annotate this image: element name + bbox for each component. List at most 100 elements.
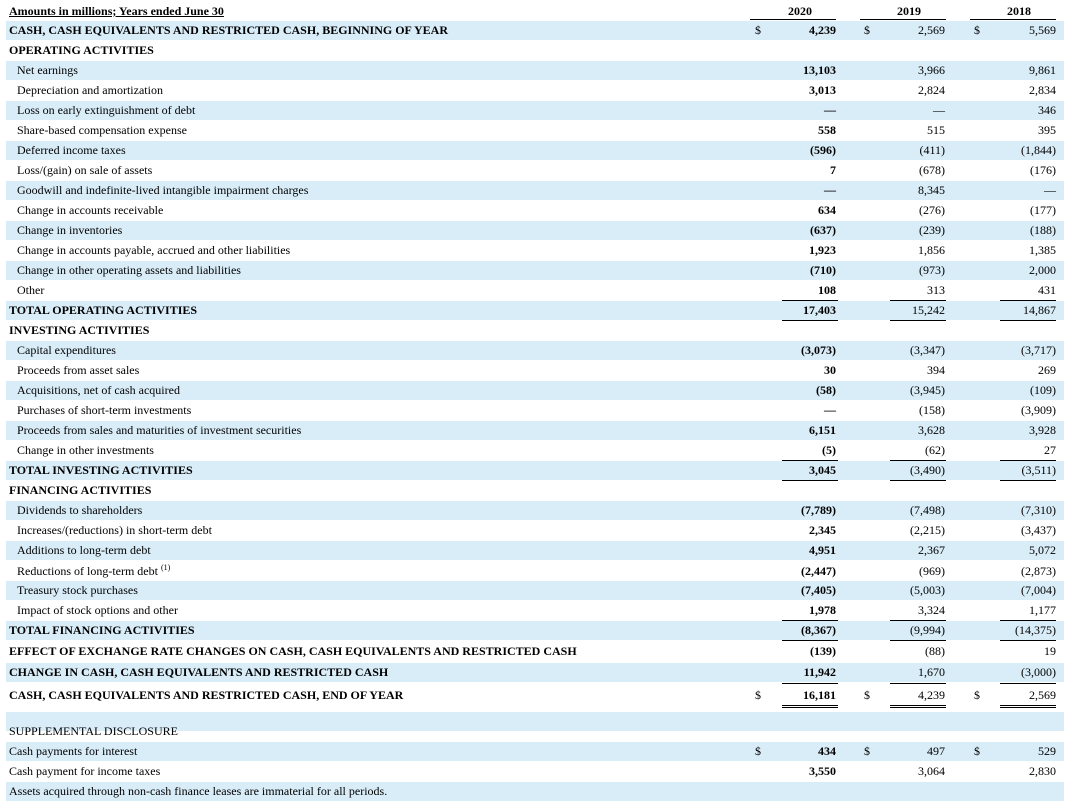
value-2018: (7,004) [1021, 583, 1056, 597]
row-label-text: Additions to long-term debt [17, 543, 151, 557]
row-label-text: Change in other operating assets and lia… [17, 263, 241, 277]
row-label: Reductions of long-term debt (1) [17, 562, 170, 581]
row-label: FINANCING ACTIVITIES [9, 481, 151, 500]
value-2019: 2,367 [918, 543, 945, 557]
row-label-text: TOTAL INVESTING ACTIVITIES [9, 463, 193, 477]
table-row: OPERATING ACTIVITIES [6, 41, 1064, 60]
value-2019: 497 [927, 744, 945, 758]
value-2019: — [933, 103, 945, 117]
row-label: Other [17, 281, 44, 300]
table-row: TOTAL OPERATING ACTIVITIES 17,403 15,242 14… [6, 301, 1064, 320]
row-label: Impact of stock options and other [17, 601, 178, 620]
value-2018: 5,072 [1029, 543, 1056, 557]
value-2019: (3,945) [910, 383, 945, 397]
row-label-text: Net earnings [17, 63, 78, 77]
value-2020: (7,405) [801, 583, 836, 597]
row-label-text: Increases/(reductions) in short-term deb… [17, 523, 212, 537]
row-label: Capital expenditures [17, 341, 116, 360]
table-row: Cash payments for interest $ $ $434 497 529 [6, 742, 1064, 761]
value-2018: 529 [1038, 744, 1056, 758]
subtotal-rule [890, 705, 946, 708]
row-label-text: Loss/(gain) on sale of assets [17, 163, 153, 177]
value-2019: (678) [919, 163, 945, 177]
value-2020: 3,550 [809, 764, 836, 778]
value-2019: 3,628 [918, 423, 945, 437]
subtotal-rule [890, 320, 946, 321]
value-2020: 1,923 [809, 243, 836, 257]
row-label: OPERATING ACTIVITIES [9, 41, 154, 60]
value-2019: (88) [925, 644, 945, 658]
value-2020: 4,951 [809, 543, 836, 557]
value-2020: (139) [810, 644, 836, 658]
row-label: Share-based compensation expense [17, 121, 187, 140]
value-2020: 108 [818, 283, 836, 297]
currency-symbol: $ [755, 688, 761, 702]
row-label-text: Change in other investments [17, 443, 154, 457]
value-2020: (637) [810, 223, 836, 237]
row-label-text: Change in accounts receivable [17, 203, 164, 217]
value-2020: (596) [810, 143, 836, 157]
subtotal-rule [782, 640, 838, 641]
table-row: Deferred income taxes (596) (411) (1,844) [6, 141, 1064, 160]
value-2019: (3,347) [910, 343, 945, 357]
value-2020: 3,013 [809, 83, 836, 97]
table-row: Change in accounts payable, accrued and … [6, 241, 1064, 260]
value-2020 [756, 481, 836, 500]
value-2020 [756, 321, 836, 340]
value-2019 [865, 782, 945, 801]
value-2019: 394 [927, 363, 945, 377]
row-label-text: OPERATING ACTIVITIES [9, 43, 154, 57]
row-label-text: Reductions of long-term debt [17, 564, 158, 578]
value-2018: 5,569 [1029, 23, 1056, 37]
table-row: Depreciation and amortization 3,013 2,824 2… [6, 81, 1064, 100]
table-row: Other 108 313 431 [6, 281, 1064, 300]
subtotal-rule [890, 640, 946, 641]
table-row: Purchases of short-term investments — (158… [6, 401, 1064, 420]
year-2018-header: 2018 [1007, 4, 1031, 18]
table-row: Assets acquired through non-cash finance… [6, 782, 1064, 801]
subtotal-rule [1000, 705, 1056, 708]
header-rule-2020 [750, 19, 836, 20]
subtotal-rule [1000, 620, 1056, 621]
subtotal-rule [1000, 300, 1056, 301]
row-label-text: Goodwill and indefinite-lived intangible… [17, 183, 309, 197]
value-2019: (5,003) [910, 583, 945, 597]
subtotal-rule [1000, 460, 1056, 461]
subtotal-rule [1000, 480, 1056, 481]
currency-symbol: $ [974, 688, 980, 702]
row-label: Acquisitions, net of cash acquired [17, 381, 180, 400]
row-label: Proceeds from sales and maturities of in… [17, 421, 301, 440]
row-label: Cash payments for interest [9, 742, 137, 761]
currency-symbol: $ [864, 744, 870, 758]
year-2020-header: 2020 [788, 4, 812, 18]
table-row: Additions to long-term debt 4,951 2,367 5,0… [6, 541, 1064, 560]
header-rule-2019 [860, 19, 946, 20]
table-row: Proceeds from sales and maturities of in… [6, 421, 1064, 440]
table-row [6, 712, 1064, 731]
row-label: TOTAL FINANCING ACTIVITIES [9, 621, 195, 640]
value-2018 [976, 41, 1056, 60]
row-label-text: Depreciation and amortization [17, 83, 163, 97]
row-label-text: FINANCING ACTIVITIES [9, 483, 152, 497]
value-2020: 558 [818, 123, 836, 137]
row-label: Goodwill and indefinite-lived intangible… [17, 181, 308, 200]
table-row: TOTAL FINANCING ACTIVITIES (8,367) (9,994)… [6, 621, 1064, 640]
value-2019: (969) [919, 564, 945, 578]
row-label: Assets acquired through non-cash finance… [9, 782, 387, 801]
subtotal-rule [782, 460, 838, 461]
subtotal-rule [1000, 640, 1056, 641]
value-2020: 3,045 [809, 463, 836, 477]
row-label: Net earnings [17, 61, 78, 80]
row-label-text: Proceeds from sales and maturities of in… [17, 423, 302, 437]
value-2020: — [824, 403, 836, 417]
value-2020: 1,978 [809, 603, 836, 617]
row-label: Additions to long-term debt [17, 541, 151, 560]
table-row: Increases/(reductions) in short-term deb… [6, 521, 1064, 540]
row-label: INVESTING ACTIVITIES [9, 321, 149, 340]
row-label-text: INVESTING ACTIVITIES [9, 323, 150, 337]
row-label-text: Other [17, 283, 45, 297]
value-2020: (2,447) [801, 564, 836, 578]
row-label-text: CASH, CASH EQUIVALENTS AND RESTRICTED CA… [9, 23, 448, 37]
value-2020: 7 [830, 163, 836, 177]
value-2018: 346 [1038, 103, 1056, 117]
